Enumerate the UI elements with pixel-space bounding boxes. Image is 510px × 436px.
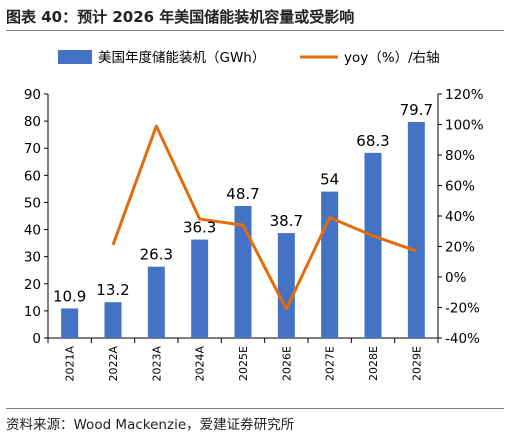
bar-line-chart: 美国年度储能装机（GWh） yoy（%）/右轴 0 10 20 30 40 50 60 70 8… [24, 50, 484, 382]
bar [234, 205, 252, 338]
source-note: 资料来源：Wood Mackenzie，爱建证券研究所 [6, 417, 295, 433]
y-left-tick-label: 20 [24, 277, 41, 293]
y-right-tick-label: 120% [445, 87, 484, 103]
axes: 0 10 20 30 40 50 60 70 80 90 -40% -20% 0% 20% 40% 60% 80… [24, 87, 484, 382]
y-left-tick-label: 10 [24, 304, 41, 320]
y-left-tick-label: 60 [24, 168, 41, 184]
bar [191, 239, 209, 338]
bars [61, 121, 425, 339]
x-tick-label: 2022A [107, 346, 120, 382]
bar-value-label: 26.3 [140, 246, 173, 264]
y-right-tick-label: 60% [445, 179, 475, 195]
bar [104, 302, 122, 338]
bar [407, 121, 425, 339]
legend: 美国年度储能装机（GWh） yoy（%）/右轴 [58, 50, 440, 66]
bar-value-label: 54 [320, 171, 339, 189]
yoy-line [111, 124, 417, 311]
chart-title: 图表 40：预计 2026 年美国储能装机容量或受影响 [6, 8, 355, 26]
bar-value-label: 13.2 [96, 281, 129, 299]
bar-value-label: 68.3 [356, 132, 389, 150]
bar-value-label: 36.3 [183, 219, 216, 237]
y-right-tick-label: 100% [445, 118, 484, 134]
source-divider [6, 408, 504, 409]
y-right-tick-label: -40% [445, 331, 480, 347]
y-left-tick-label: 80 [24, 114, 41, 130]
y-right-tick-label: 80% [445, 148, 475, 164]
x-tick-label: 2023A [150, 346, 163, 382]
y-left-tick-label: 70 [24, 141, 41, 157]
bar [277, 233, 295, 338]
x-tick-label: 2027E [324, 346, 337, 381]
bar-value-label: 48.7 [226, 185, 259, 203]
bar [321, 191, 339, 338]
title-divider [6, 30, 504, 31]
bar-value-label: 10.9 [53, 287, 86, 305]
x-tick-label: 2026E [280, 346, 293, 381]
bar [364, 152, 382, 338]
y-right-tick-label: 0% [445, 270, 467, 286]
y-left-tick-label: 90 [24, 87, 41, 103]
x-tick-label: 2025E [237, 346, 250, 381]
x-tick-label: 2029E [410, 346, 423, 381]
y-left-tick-label: 0 [32, 331, 41, 347]
y-right-tick-label: 40% [445, 209, 475, 225]
y-right-tick-label: -20% [445, 301, 480, 317]
data-labels: 10.9 13.2 26.3 36.3 48.7 38.7 54 68.3 79.7 [53, 101, 433, 306]
bar-value-label: 38.7 [270, 212, 303, 230]
y-left-tick-label: 40 [24, 223, 41, 239]
legend-bar-label: 美国年度储能装机（GWh） [98, 50, 265, 66]
bar [61, 308, 79, 338]
legend-line-label: yoy（%）/右轴 [344, 50, 440, 66]
bar-value-label: 79.7 [400, 101, 433, 119]
y-left-tick-label: 50 [24, 195, 41, 211]
y-left-tick-label: 30 [24, 250, 41, 266]
x-tick-label: 2021A [64, 346, 77, 382]
y-right-tick-label: 20% [445, 240, 475, 256]
legend-bar-swatch [58, 50, 92, 64]
x-tick-label: 2024A [194, 346, 207, 382]
yoy-line-layer [111, 124, 417, 311]
x-tick-label: 2028E [367, 346, 380, 381]
bar [147, 266, 165, 338]
